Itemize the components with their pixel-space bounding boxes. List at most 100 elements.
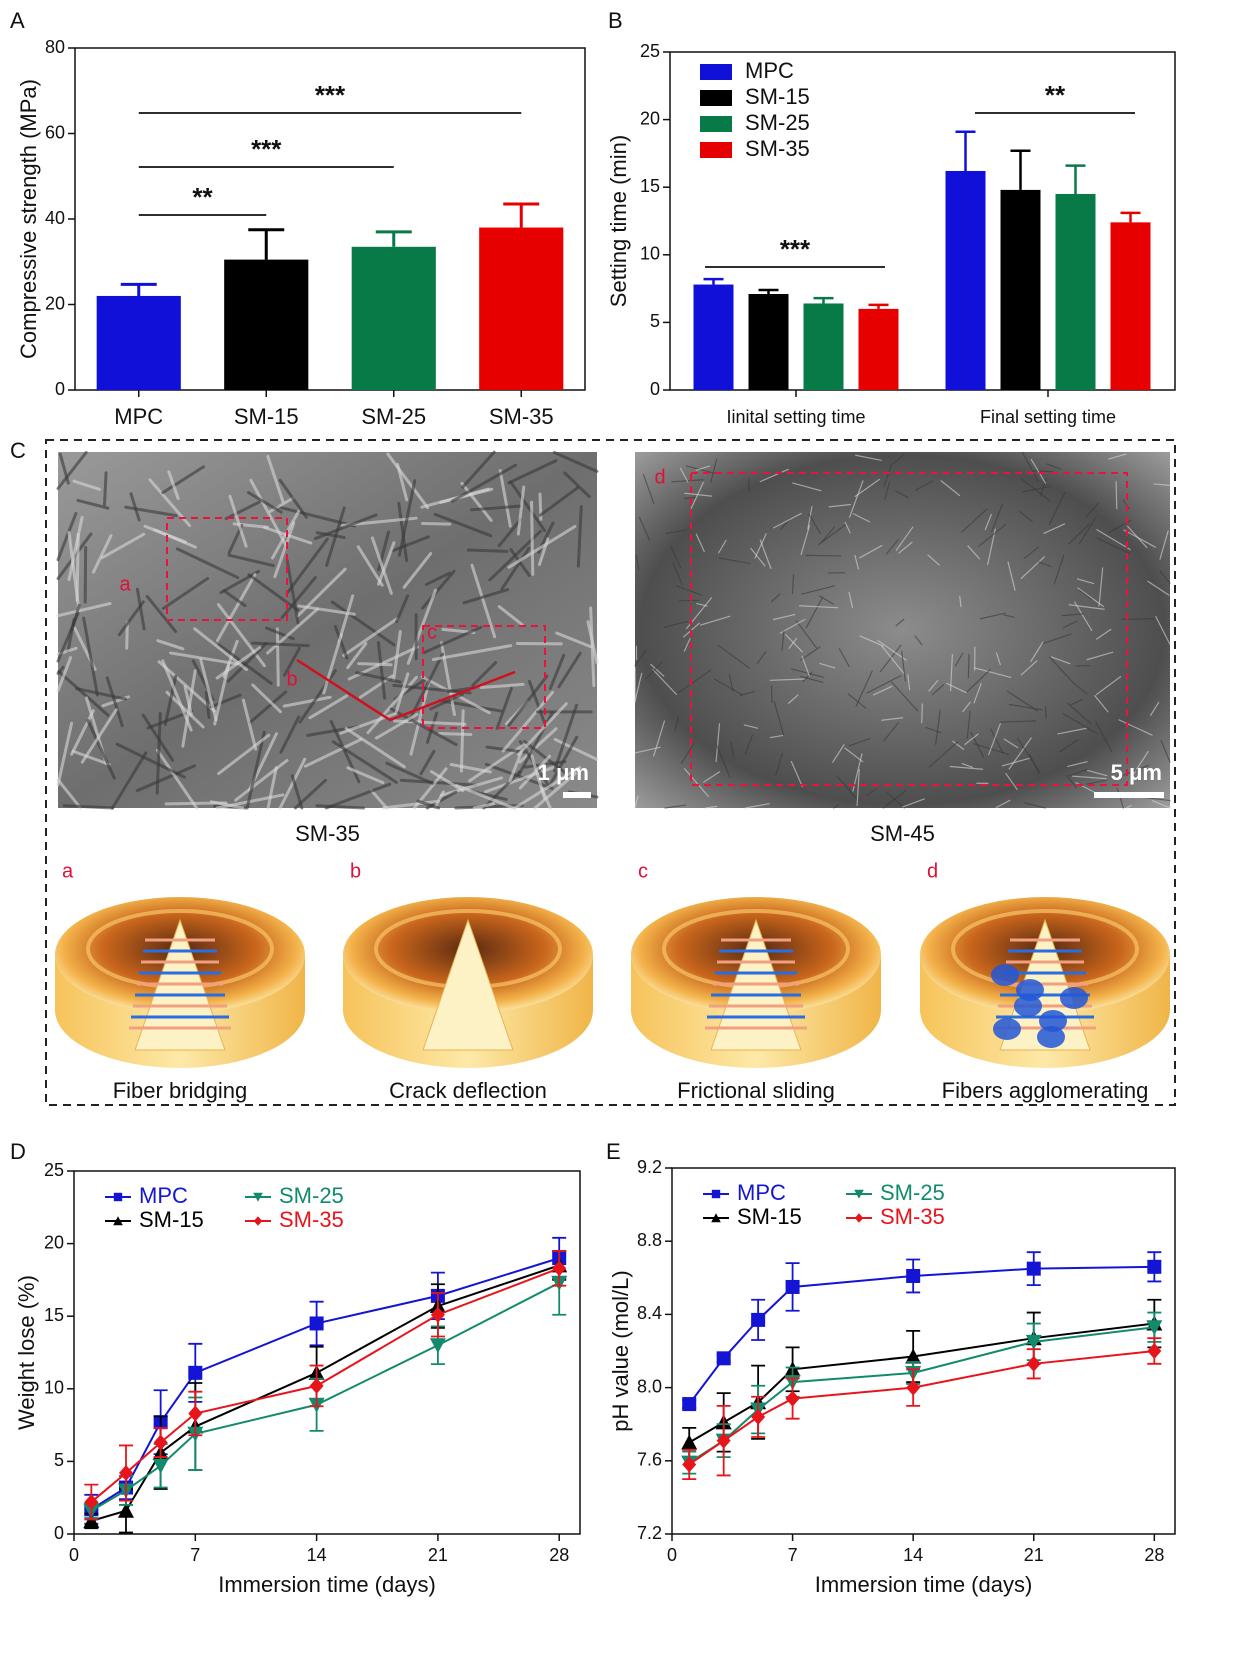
marker [310, 1378, 324, 1394]
error-bar [956, 132, 976, 171]
x-tick-label: SM-25 [361, 404, 426, 429]
bar [946, 171, 986, 390]
y-axis-label: Compressive strength (MPa) [16, 79, 41, 359]
y-tick-label: 8.8 [637, 1230, 662, 1250]
legend-label: SM-25 [279, 1183, 344, 1208]
y-tick-label: 10 [640, 244, 660, 264]
texture [440, 734, 471, 735]
legend-swatch [700, 142, 732, 158]
legend-label: SM-15 [737, 1204, 802, 1229]
marker [682, 1397, 696, 1411]
micrograph [635, 452, 1170, 808]
y-tick-label: 5 [650, 311, 660, 331]
x-tick-label: SM-15 [234, 404, 299, 429]
x-tick-label: 7 [788, 1545, 798, 1565]
x-tick-label: 14 [903, 1545, 923, 1565]
legend-swatch [700, 64, 732, 80]
scale-bar-label: 1 μm [538, 760, 589, 785]
legend-label: MPC [139, 1183, 188, 1208]
texture [461, 711, 463, 771]
x-tick-label: 0 [69, 1545, 79, 1565]
bar [1001, 190, 1041, 390]
mechanism-caption: Fiber bridging [113, 1078, 248, 1103]
marker [153, 1459, 169, 1474]
x-tick-label: 28 [549, 1545, 569, 1565]
y-tick-label: 25 [640, 41, 660, 61]
error-bar [248, 230, 284, 260]
x-tick-label: Iinital setting time [726, 407, 865, 427]
y-tick-label: 9.2 [637, 1157, 662, 1177]
legend-label: SM-15 [139, 1207, 204, 1232]
legend-swatch [700, 90, 732, 106]
marker [1027, 1262, 1041, 1276]
error-bar [759, 290, 779, 294]
error-bar [376, 232, 412, 247]
error-bar [1066, 166, 1086, 194]
y-tick-label: 60 [45, 122, 65, 142]
mechanism-letter: c [638, 860, 648, 882]
y-tick-label: 20 [640, 108, 660, 128]
x-tick-label: SM-35 [489, 404, 554, 429]
marker [751, 1409, 765, 1425]
bar [1056, 194, 1096, 390]
y-tick-label: 0 [55, 379, 65, 399]
y-axis-label: Setting time (min) [606, 135, 631, 307]
marker [681, 1435, 697, 1450]
marker [1147, 1343, 1161, 1359]
legend-label: SM-25 [745, 110, 810, 135]
mechanism-caption: Fibers agglomerating [942, 1078, 1149, 1103]
y-tick-label: 10 [44, 1378, 64, 1398]
legend-label: MPC [737, 1180, 786, 1205]
legend-label: SM-15 [745, 84, 810, 109]
texture [422, 524, 449, 525]
x-tick-label: 0 [667, 1545, 677, 1565]
texture [104, 473, 106, 505]
bar [479, 228, 563, 390]
marker [906, 1269, 920, 1283]
scale-bar-label: 5 μm [1111, 760, 1162, 785]
x-axis-label: Immersion time (days) [218, 1572, 436, 1597]
bar [352, 247, 436, 390]
marker [712, 1190, 720, 1198]
marker [188, 1366, 202, 1380]
mechanism-letter: d [927, 860, 938, 882]
marker [786, 1280, 800, 1294]
region-label: a [119, 573, 131, 595]
figure: CSM-351 μmSM-455 μmabcdaFiber bridgingbC… [0, 0, 1248, 1671]
texture [77, 534, 78, 600]
fiber-cluster [991, 964, 1019, 986]
marker [254, 1216, 262, 1226]
marker [1027, 1356, 1041, 1372]
y-tick-label: 8.0 [637, 1376, 662, 1396]
x-axis-label: Immersion time (days) [815, 1572, 1033, 1597]
legend-label: SM-35 [745, 136, 810, 161]
panel-label: E [606, 1139, 621, 1164]
error-bar [121, 284, 157, 296]
y-tick-label: 0 [54, 1523, 64, 1543]
marker [855, 1213, 863, 1223]
image-caption: SM-35 [295, 821, 360, 846]
texture [679, 600, 698, 601]
legend-label: MPC [745, 58, 794, 83]
significance-label: ** [1045, 80, 1066, 110]
marker [310, 1316, 324, 1330]
texture [359, 664, 391, 665]
bar [749, 294, 789, 390]
region-label: b [286, 668, 297, 690]
panel-label: B [608, 8, 623, 33]
x-tick-label: MPC [114, 404, 163, 429]
bar [804, 303, 844, 390]
error-bar [704, 279, 724, 284]
panel-c: CSM-351 μmSM-455 μmabcdaFiber bridgingbC… [10, 438, 1170, 1103]
texture [468, 550, 507, 551]
significance-label: *** [315, 80, 346, 110]
texture [922, 704, 923, 723]
marker [188, 1405, 202, 1421]
panel-label: C [10, 438, 26, 463]
y-tick-label: 20 [45, 293, 65, 313]
y-tick-label: 7.2 [637, 1523, 662, 1543]
texture [771, 686, 772, 702]
texture [532, 502, 533, 574]
marker [751, 1313, 765, 1327]
error-bar [869, 305, 889, 309]
